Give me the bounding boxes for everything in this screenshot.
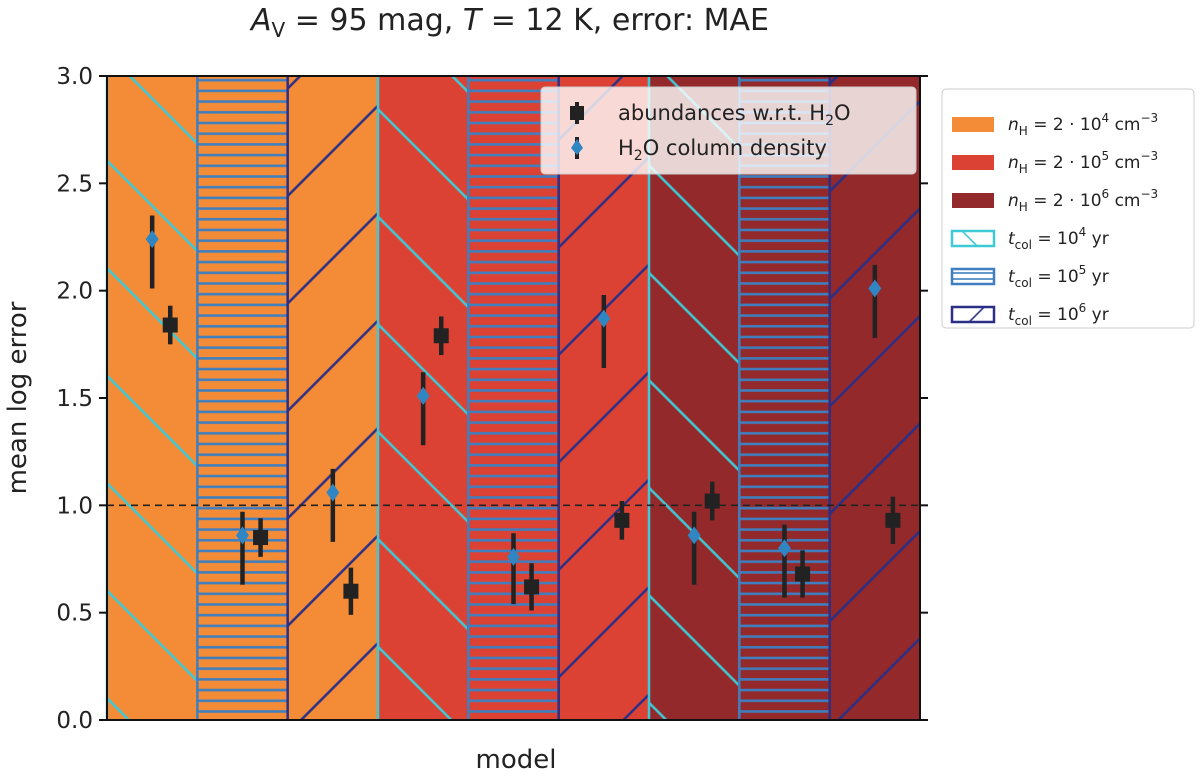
y-tick-label: 3.0 [56, 64, 93, 90]
column-density-point [507, 547, 520, 566]
legend-density-swatch [952, 155, 994, 170]
column-band [649, 76, 740, 720]
legend-diamond-marker [571, 139, 583, 155]
legend-category-label: nH = 2 · 105 cm−3 [1008, 149, 1158, 176]
abundance-point [253, 530, 269, 546]
y-tick-label: 0.0 [56, 708, 93, 734]
y-tick-label: 0.5 [56, 601, 93, 627]
column-band [829, 76, 920, 720]
abundance-point [524, 579, 540, 595]
y-tick-label: 1.0 [56, 493, 93, 519]
legend-categories-box [941, 88, 1195, 329]
column-density-point [778, 539, 791, 558]
abundance-point [614, 512, 630, 528]
x-axis-label: model [476, 745, 557, 775]
legend-label-column-density: H2O column density [618, 136, 827, 164]
legend-markers-box [540, 86, 917, 175]
legend-category-label: tcol = 105 yr [1008, 263, 1109, 290]
column-density-point [868, 279, 882, 298]
column-band [739, 76, 830, 720]
column-band [287, 76, 378, 720]
y-tick-label: 2.0 [56, 279, 93, 305]
legend-category-label: nH = 2 · 106 cm−3 [1008, 187, 1158, 214]
y-axis-label: mean log error [3, 301, 33, 494]
column-band [197, 76, 288, 720]
abundance-point [704, 493, 720, 509]
data-points [145, 215, 901, 615]
column-band [107, 76, 198, 720]
abundance-point [343, 583, 359, 599]
legend-time-swatch [950, 229, 996, 248]
abundance-point [433, 328, 449, 344]
y-tick-label: 2.5 [56, 171, 93, 197]
legend-categories: nH = 2 · 104 cm−3 nH = 2 · 105 cm−3 nH = 2… [941, 88, 1195, 329]
legend-category-label: tcol = 104 yr [1008, 225, 1109, 252]
legend-density-swatch [952, 193, 994, 208]
y-axis: 0.0 0.5 1.0 1.5 2.0 2.5 3.0 [56, 64, 928, 734]
abundance-point [795, 566, 811, 582]
legend-markers: abundances w.r.t. H2O H2O column density [540, 86, 917, 175]
legend-category-label: nH = 2 · 104 cm−3 [1008, 111, 1158, 138]
chart-title: AV = 95 mag, T = 12 K, error: MAE [249, 3, 769, 42]
column-band [468, 76, 559, 720]
abundance-point [162, 317, 178, 333]
legend-density-swatch [952, 117, 994, 132]
y-tick-label: 1.5 [56, 386, 93, 412]
column-density-point [687, 526, 701, 545]
column-density-point [236, 526, 249, 545]
column-density-point [145, 230, 159, 249]
legend-time-swatch [950, 267, 996, 286]
legend-category-label: tcol = 106 yr [1008, 301, 1109, 328]
abundance-point [885, 512, 901, 528]
column-density-point [416, 386, 430, 405]
legend-square-marker [570, 106, 584, 120]
column-density-point [597, 309, 611, 328]
column-density-point [326, 483, 340, 502]
legend-label-abundances: abundances w.r.t. H2O [618, 101, 851, 129]
column-band [558, 76, 649, 720]
legend-time-swatch [950, 305, 996, 324]
